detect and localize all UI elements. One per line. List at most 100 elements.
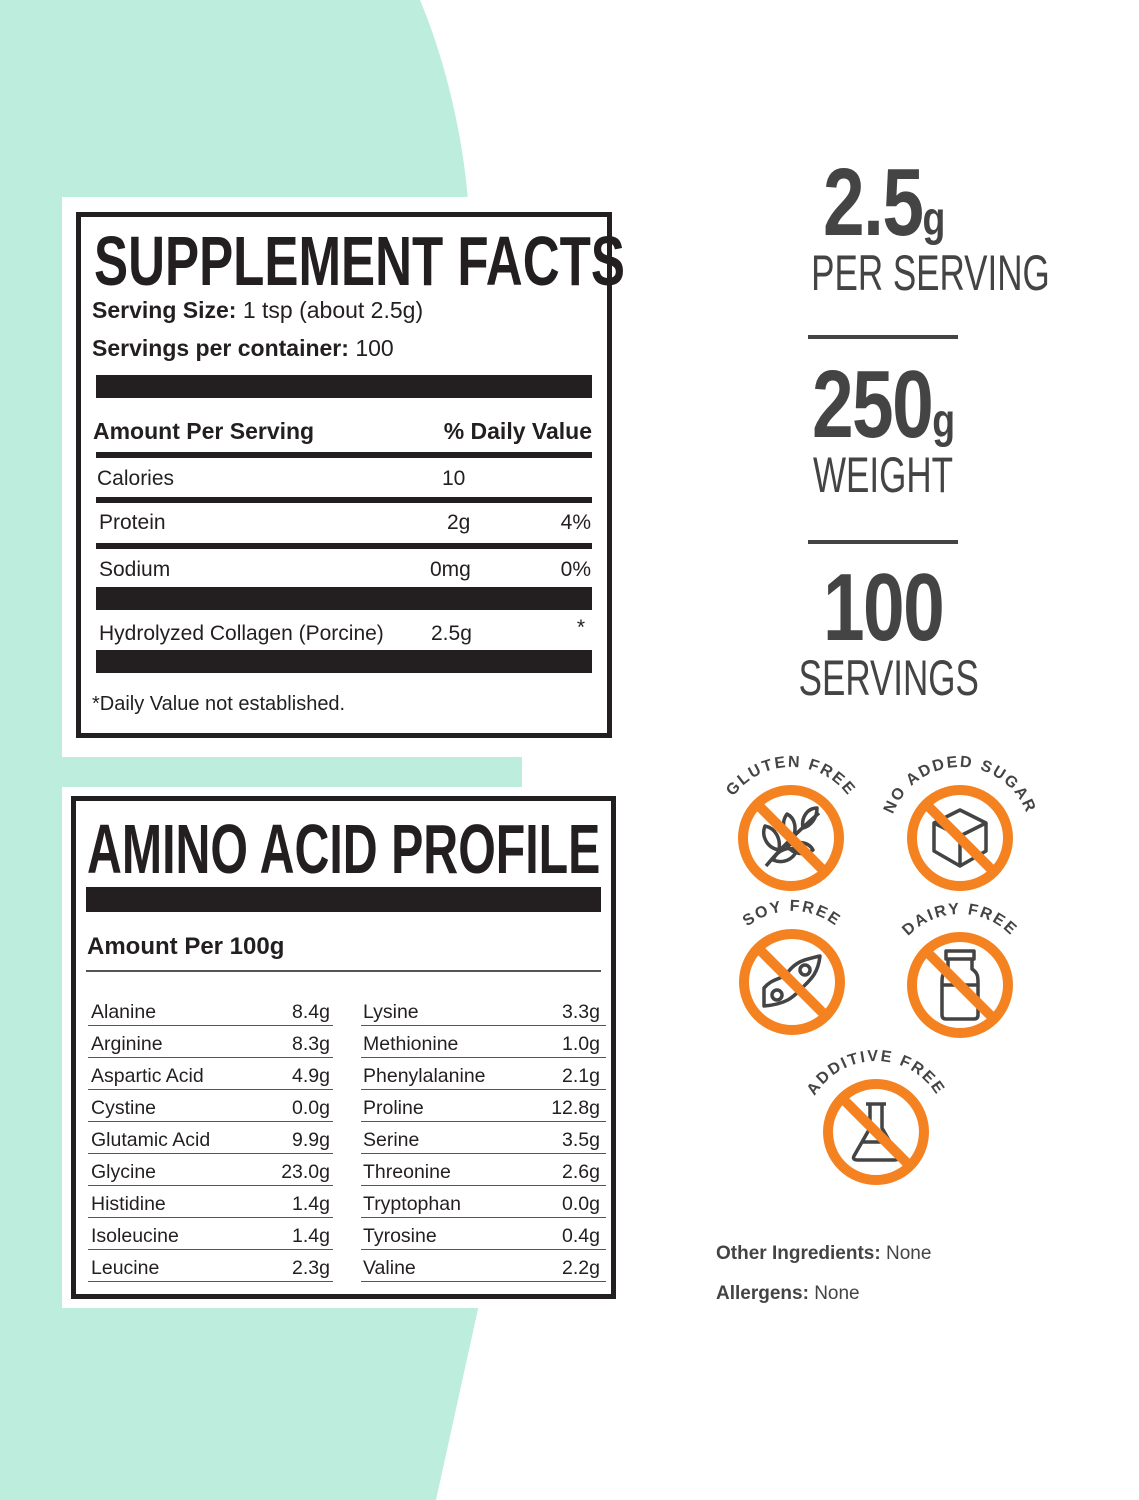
amino-row: Isoleucine 1.4g: [88, 1218, 333, 1250]
amino-name: Cystine: [91, 1097, 157, 1119]
amino-amount: 1.0g: [562, 1033, 600, 1055]
svg-text:NO ADDED SUGAR: NO ADDED SUGAR: [881, 754, 1039, 816]
amount-per-serving-header: Amount Per Serving: [93, 418, 315, 444]
stat-servings: 100 SERVINGS: [798, 554, 979, 706]
badge-soy-free: SOY FREE: [739, 898, 845, 1035]
prohibition-slash: [753, 800, 829, 876]
badge-label: NO ADDED SUGAR: [881, 754, 1037, 816]
svg-text:SOY FREE: SOY FREE: [740, 898, 844, 930]
amino-row: Lysine 3.3g: [361, 994, 606, 1026]
amino-row: Glutamic Acid 9.9g: [88, 1122, 333, 1154]
amino-amount: 1.4g: [292, 1225, 330, 1247]
amino-amount: 0.4g: [562, 1225, 600, 1247]
divider: [86, 970, 601, 972]
amino-row: Tyrosine 0.4g: [361, 1218, 606, 1250]
amino-amount: 3.3g: [562, 1001, 600, 1023]
amino-row: Proline 12.8g: [361, 1090, 606, 1122]
serving-size-value: 1 tsp (about 2.5g): [242, 297, 424, 323]
amino-name: Methionine: [363, 1033, 459, 1055]
divider: [96, 375, 592, 398]
divider: [96, 650, 592, 673]
prohibition-circle-icon: [739, 929, 845, 1035]
amino-amount: 0.0g: [562, 1193, 600, 1215]
prohibition-slash: [922, 947, 998, 1023]
amino-name: Serine: [363, 1129, 420, 1151]
amino-subtitle: Amount Per 100g: [87, 933, 285, 960]
badge-no-added-sugar: NO ADDED SUGAR: [881, 754, 1039, 891]
amino-row: Histidine 1.4g: [88, 1186, 333, 1218]
amino-name: Phenylalanine: [363, 1065, 486, 1087]
stat-weight: 250g WEIGHT: [812, 351, 955, 503]
badge-label: SOY FREE: [740, 898, 842, 930]
divider: [808, 335, 958, 339]
amino-name: Glutamic Acid: [91, 1129, 211, 1151]
amino-name: Tyrosine: [363, 1225, 437, 1247]
soybean-icon: [762, 954, 822, 1008]
amino-amount: 9.9g: [292, 1129, 330, 1151]
amino-amount: 2.6g: [562, 1161, 600, 1183]
amino-name: Lysine: [363, 1001, 419, 1023]
amino-amount: 2.1g: [562, 1065, 600, 1087]
amino-row: Aspartic Acid 4.9g: [88, 1058, 333, 1090]
amino-row: Valine 2.2g: [361, 1250, 606, 1282]
amino-amount: 2.2g: [562, 1257, 600, 1279]
badge-additive-free: ADDITIVE FREE: [804, 1048, 948, 1185]
amino-row: Methionine 1.0g: [361, 1026, 606, 1058]
stat-per-serving: 2.5g PER SERVING: [811, 149, 1050, 301]
amino-row: Leucine 2.3g: [88, 1250, 333, 1282]
serving-size-label: Serving Size:: [92, 297, 237, 323]
divider: [96, 543, 592, 549]
svg-text:ADDITIVE FREE: ADDITIVE FREE: [804, 1048, 948, 1099]
amino-amount: 8.4g: [292, 1001, 330, 1023]
prohibition-slash: [838, 1094, 914, 1170]
amino-row: Tryptophan 0.0g: [361, 1186, 606, 1218]
amino-name: Isoleucine: [91, 1225, 179, 1247]
prohibition-slash: [754, 944, 830, 1020]
amino-amount: 12.8g: [551, 1097, 600, 1119]
prohibition-circle-icon: [823, 1079, 929, 1185]
amino-name: Glycine: [91, 1161, 157, 1183]
servings-value: 100: [355, 335, 394, 361]
amino-amount: 2.3g: [292, 1257, 330, 1279]
amino-row: Threonine 2.6g: [361, 1154, 606, 1186]
divider: [86, 887, 601, 912]
prohibition-slash: [922, 800, 998, 876]
amino-row: Serine 3.5g: [361, 1122, 606, 1154]
amino-name: Proline: [363, 1097, 424, 1119]
amino-row: Alanine 8.4g: [88, 994, 333, 1026]
amino-name: Alanine: [91, 1001, 157, 1023]
badge-gluten-free: GLUTEN FREE: [723, 754, 857, 891]
amino-amount: 3.5g: [562, 1129, 600, 1151]
amino-amount: 4.9g: [292, 1065, 330, 1087]
divider: [96, 497, 592, 503]
amino-amount: 1.4g: [292, 1193, 330, 1215]
supplement-facts-label: SUPPLEMENT FACTS Serving Size: 1 tsp (ab…: [76, 212, 625, 738]
divider: [808, 540, 958, 544]
amino-name: Threonine: [363, 1161, 451, 1183]
supplement-facts-title: SUPPLEMENT FACTS: [94, 222, 625, 300]
amino-row: Glycine 23.0g: [88, 1154, 333, 1186]
amino-name: Aspartic Acid: [91, 1065, 204, 1087]
amino-name: Leucine: [91, 1257, 160, 1279]
amino-amount: 23.0g: [281, 1161, 330, 1183]
badge-dairy-free: DAIRY FREE: [899, 901, 1019, 1038]
amino-name: Histidine: [91, 1193, 166, 1215]
divider: [96, 587, 592, 610]
amino-acid-profile-label: AMINO ACID PROFILE Amount Per 100g Alani…: [71, 796, 616, 1299]
servings-label: Servings per container:: [92, 335, 349, 361]
amino-row: Phenylalanine 2.1g: [361, 1058, 606, 1090]
prohibition-circle-icon: [907, 785, 1013, 891]
amino-title: AMINO ACID PROFILE: [87, 810, 601, 888]
other-ingredients: Other Ingredients: None: [716, 1243, 932, 1264]
divider: [96, 452, 592, 458]
amino-name: Tryptophan: [363, 1193, 461, 1215]
amino-amount: 8.3g: [292, 1033, 330, 1055]
prohibition-circle-icon: [738, 785, 844, 891]
amino-row: Arginine 8.3g: [88, 1026, 333, 1058]
amino-amount: 0.0g: [292, 1097, 330, 1119]
prohibition-circle-icon: [907, 932, 1013, 1038]
badge-label: ADDITIVE FREE: [804, 1048, 946, 1099]
footnote: *Daily Value not established.: [92, 693, 346, 715]
amino-name: Arginine: [91, 1033, 163, 1055]
